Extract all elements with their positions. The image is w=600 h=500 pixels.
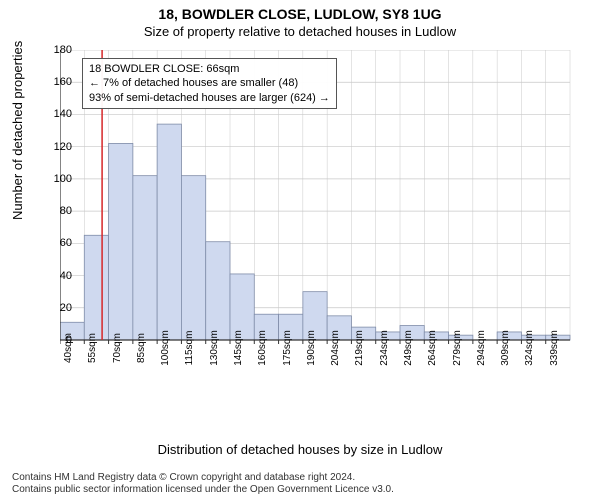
- page-title: 18, BOWDLER CLOSE, LUDLOW, SY8 1UG: [0, 0, 600, 22]
- x-tick-label: 279sqm: [452, 330, 463, 366]
- x-tick-label: 264sqm: [427, 330, 438, 366]
- x-tick-label: 130sqm: [209, 330, 220, 366]
- x-tick-label: 339sqm: [549, 330, 560, 366]
- x-axis-label: Distribution of detached houses by size …: [0, 442, 600, 457]
- y-tick-label: 120: [42, 141, 72, 153]
- x-tick-label: 324sqm: [524, 330, 535, 366]
- annotation-box: 18 BOWDLER CLOSE: 66sqm ← 7% of detached…: [82, 58, 337, 109]
- x-tick-label: 85sqm: [136, 333, 147, 363]
- annotation-line-2: ← 7% of detached houses are smaller (48): [89, 76, 330, 90]
- x-tick-label: 175sqm: [282, 330, 293, 366]
- y-tick-label: 160: [42, 76, 72, 88]
- footer: Contains HM Land Registry data © Crown c…: [12, 472, 394, 496]
- x-tick-label: 234sqm: [379, 330, 390, 366]
- x-tick-label: 294sqm: [476, 330, 487, 366]
- x-tick-label: 249sqm: [403, 330, 414, 366]
- x-tick-label: 40sqm: [63, 333, 74, 363]
- x-tick-label: 160sqm: [257, 330, 268, 366]
- y-tick-label: 20: [42, 302, 72, 314]
- y-tick-label: 180: [42, 44, 72, 56]
- annotation-line-1: 18 BOWDLER CLOSE: 66sqm: [89, 62, 330, 76]
- x-tick-label: 309sqm: [500, 330, 511, 366]
- x-tick-label: 219sqm: [354, 330, 365, 366]
- y-tick-label: 40: [42, 270, 72, 282]
- x-tick-label: 145sqm: [233, 330, 244, 366]
- x-tick-label: 115sqm: [184, 331, 195, 366]
- x-tick-label: 100sqm: [160, 330, 171, 366]
- y-tick-label: 140: [42, 108, 72, 120]
- y-tick-label: 60: [42, 237, 72, 249]
- x-tick-label: 55sqm: [87, 333, 98, 363]
- annotation-line-3: 93% of semi-detached houses are larger (…: [89, 91, 330, 105]
- x-tick-label: 190sqm: [306, 330, 317, 366]
- x-tick-label: 70sqm: [112, 333, 123, 363]
- chart-container: 18, BOWDLER CLOSE, LUDLOW, SY8 1UG Size …: [0, 0, 600, 500]
- footer-line-2: Contains public sector information licen…: [12, 484, 394, 496]
- y-tick-label: 100: [42, 173, 72, 185]
- y-tick-label: 80: [42, 205, 72, 217]
- footer-line-1: Contains HM Land Registry data © Crown c…: [12, 472, 394, 484]
- x-tick-label: 204sqm: [330, 330, 341, 366]
- page-subtitle: Size of property relative to detached ho…: [0, 22, 600, 39]
- y-axis-label: Number of detached properties: [10, 41, 25, 220]
